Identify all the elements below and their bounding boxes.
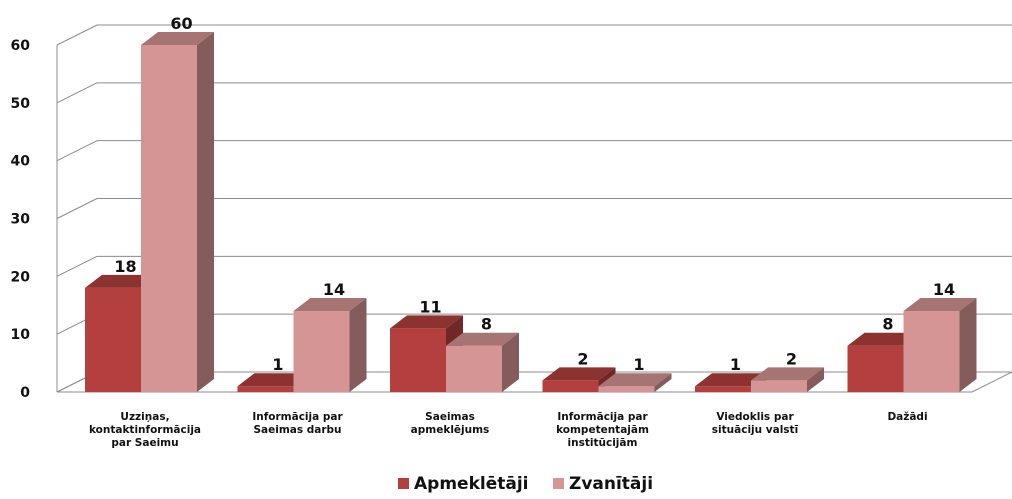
y-tick-label: 40 <box>11 154 31 170</box>
legend-swatch <box>553 478 564 489</box>
bar-zvanītāji-1 <box>293 298 367 392</box>
floor <box>56 371 1012 393</box>
x-tick-label: Uzziņas, kontaktinformācija par Saeimu <box>89 411 201 449</box>
y-tick-label: 60 <box>11 38 31 54</box>
bar-front <box>237 386 294 392</box>
data-label: 11 <box>419 297 441 316</box>
bar-side <box>502 332 519 392</box>
bar-front <box>903 311 960 392</box>
bar-side <box>197 32 214 392</box>
bar-top <box>598 373 672 387</box>
bar-front <box>751 380 807 392</box>
data-label: 1 <box>730 355 741 374</box>
x-tick-label-line: Saeimas darbu <box>253 424 341 436</box>
x-tick-label-line: Informācija par <box>557 411 648 423</box>
x-tick-label-line: Saeimas <box>425 411 475 423</box>
bar-front <box>293 311 350 392</box>
x-tick-label-line: apmeklējums <box>411 424 490 436</box>
legend-label: Apmeklētāji <box>414 474 528 494</box>
x-tick-label-line: par Saeimu <box>111 437 178 449</box>
bar-front <box>847 345 904 392</box>
x-tick-label: Informācija par kompetentajām institūcijām <box>556 411 649 449</box>
bar-front <box>542 380 599 392</box>
bar-top <box>237 373 311 387</box>
bar-apmeklētāji-2 <box>390 315 463 392</box>
y-axis: 0 10 20 30 40 50 60 <box>11 38 31 401</box>
y-tick-label: 30 <box>11 212 31 228</box>
bar-front <box>390 328 446 392</box>
x-tick-label: Saeimas apmeklējums <box>411 411 490 436</box>
x-tick-label-line: kompetentajām <box>556 424 649 436</box>
x-tick-label: Viedoklis par situāciju valstī <box>712 411 799 436</box>
data-label: 14 <box>933 280 955 299</box>
gridline-side <box>56 24 98 46</box>
bar-top <box>847 332 921 346</box>
x-tick-label-line: situāciju valstī <box>712 424 799 436</box>
y-tick-label: 20 <box>11 269 31 285</box>
data-label: 2 <box>577 349 588 368</box>
x-tick-label-line: kontaktinformācija <box>89 424 201 436</box>
x-tick-label-line: Dažādi <box>887 411 927 423</box>
bar-top <box>446 332 519 346</box>
gridline-side <box>56 140 98 162</box>
bar-side <box>959 298 977 392</box>
bar-top <box>751 367 824 381</box>
x-tick-label-line: Viedoklis par <box>716 411 794 423</box>
gridline-side <box>56 198 98 219</box>
chart-floor <box>56 371 1012 393</box>
data-label: 14 <box>323 280 345 299</box>
bar-zvanītāji-5 <box>903 298 977 392</box>
bar-top <box>903 298 977 312</box>
gridline-side <box>56 82 98 104</box>
bar-front <box>141 45 197 392</box>
data-label: 8 <box>481 315 492 334</box>
data-label: 60 <box>170 14 192 33</box>
data-label: 1 <box>633 355 644 374</box>
bar-front <box>85 287 141 392</box>
bar-top <box>141 32 214 45</box>
bar-zvanītāji-0 <box>141 32 214 392</box>
bar-top <box>293 298 367 312</box>
legend-swatch <box>398 478 409 489</box>
bar-zvanītāji-3 <box>598 373 672 392</box>
bar-top <box>695 373 768 387</box>
bar-front <box>695 386 751 392</box>
legend-label: Zvanītāji <box>569 474 653 494</box>
x-tick-label-line: institūcijām <box>568 437 638 449</box>
bar-zvanītāji-4 <box>751 367 824 392</box>
bar-side <box>349 298 367 392</box>
bar-side <box>654 373 672 392</box>
legend: Apmeklētāji Zvanītāji <box>398 474 653 494</box>
bar-zvanītāji-2 <box>446 332 519 392</box>
bar-top <box>542 367 616 381</box>
y-tick-label: 0 <box>20 385 30 401</box>
x-tick-label-line: Uzziņas, <box>120 411 169 423</box>
gridline-side <box>56 255 98 277</box>
bar-top <box>85 274 158 288</box>
bar-front <box>598 386 655 392</box>
bar-side <box>807 367 824 392</box>
x-tick-label-line: Informācija par <box>252 411 343 423</box>
x-tick-label: Dažādi <box>887 411 927 423</box>
bars <box>85 32 977 392</box>
data-label: 2 <box>786 349 797 368</box>
bar-top <box>390 315 463 329</box>
x-axis: Uzziņas, kontaktinformācija par Saeimu Info… <box>89 411 928 449</box>
data-label: 1 <box>272 355 283 374</box>
data-label: 18 <box>114 257 136 276</box>
x-tick-label: Informācija par Saeimas darbu <box>252 411 343 436</box>
y-tick-label: 10 <box>11 327 31 343</box>
data-label: 8 <box>882 315 893 334</box>
y-tick-label: 50 <box>11 96 31 112</box>
bar-front <box>446 345 502 392</box>
